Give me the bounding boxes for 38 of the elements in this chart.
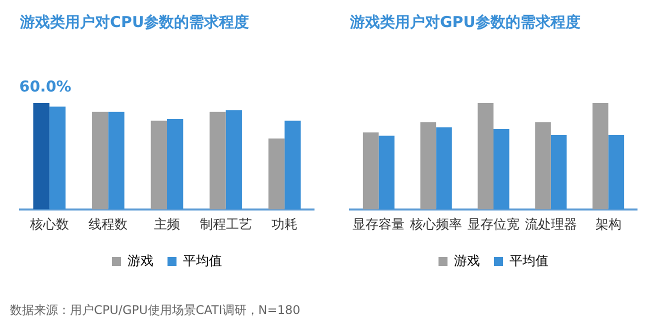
- source-note: 数据来源：用户CPU/GPU使用场景CATI调研，N=180: [10, 302, 300, 319]
- bar: [592, 103, 608, 210]
- x-tick-label: 主频: [154, 216, 180, 233]
- bar: [49, 106, 66, 210]
- x-tick-label: 架构: [595, 218, 622, 233]
- bar: [550, 135, 567, 210]
- x-tick-label: 核心数: [28, 216, 69, 233]
- x-tick-label: 显存位宽: [468, 216, 520, 233]
- legend-label: 平均值: [183, 254, 222, 269]
- bar: [108, 112, 124, 210]
- bar: [608, 135, 624, 210]
- bar: [535, 122, 551, 210]
- bar: [378, 136, 394, 210]
- bar: [284, 120, 301, 210]
- chart-title: 游戏类用户对GPU参数的需求程度: [349, 12, 580, 31]
- bar: [167, 119, 184, 210]
- x-tick-label: 显存容量: [352, 216, 405, 233]
- x-tick-label: 功耗: [272, 218, 298, 233]
- legend-label: 游戏: [454, 254, 480, 269]
- bar: [150, 120, 167, 210]
- legend-label: 游戏: [128, 254, 154, 269]
- x-tick-label: 核心频率: [409, 216, 462, 233]
- bar: [92, 112, 108, 210]
- bar: [420, 122, 436, 210]
- x-tick-label: 制程工艺: [200, 218, 252, 233]
- x-tick-label: 流处理器: [524, 216, 577, 233]
- bar: [33, 103, 50, 210]
- bar: [268, 138, 285, 210]
- bar: [436, 127, 452, 210]
- bar: [210, 112, 226, 210]
- x-tick-label: 线程数: [88, 218, 128, 233]
- bar: [494, 129, 510, 210]
- bar: [226, 110, 242, 210]
- data-label: 60.0%: [19, 77, 72, 96]
- legend-label: 平均值: [510, 254, 548, 269]
- chart-title: 游戏类用户对CPU参数的需求程度: [19, 12, 250, 31]
- bar: [362, 132, 379, 210]
- bar: [478, 103, 494, 210]
